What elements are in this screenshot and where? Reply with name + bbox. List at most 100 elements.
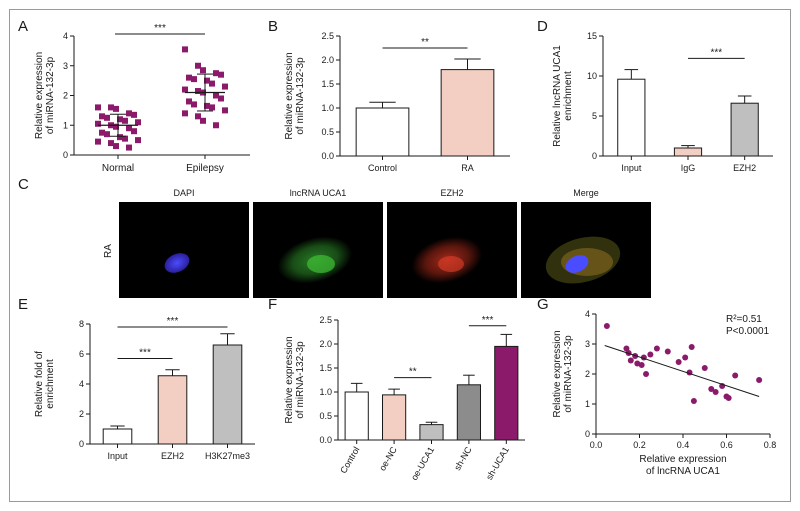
F-y-label: of miRNA-132-3p — [295, 341, 306, 419]
D-y-tick-label: 0 — [592, 151, 597, 161]
G-annotation-r2: R²=0.51 — [726, 314, 762, 325]
G-point — [712, 389, 719, 395]
G-y-tick-label: 2 — [585, 369, 590, 379]
A-point — [195, 113, 201, 120]
micro-title-lncrna: lncRNA UCA1 — [289, 188, 347, 198]
A-point — [113, 143, 119, 150]
B-y-tick-label: 1.5 — [321, 79, 334, 89]
G-y-tick-label: 0 — [585, 429, 590, 439]
A-point — [213, 92, 219, 99]
G-annotation-p: P<0.0001 — [726, 326, 770, 337]
micro-title-merge: Merge — [573, 188, 599, 198]
micro-image-lncrna — [253, 202, 383, 298]
A-point — [126, 110, 132, 117]
G-point — [756, 377, 763, 383]
A-y-label: of miRNA-132-3p — [45, 56, 56, 134]
chart-b-bar: Relative expression of miRNA-132-3p 0.0 0.5… — [284, 31, 510, 173]
E-y-label: enrichment — [45, 359, 56, 409]
G-x-tick-label: 0.6 — [720, 440, 733, 450]
A-point — [95, 120, 101, 127]
A-point — [209, 104, 215, 111]
B-bar — [355, 107, 410, 157]
E-sig-label: *** — [167, 316, 179, 327]
F-x-tick-label: sh-NC — [452, 445, 474, 473]
B-bar — [440, 69, 495, 157]
micro-image-ezh2 — [387, 202, 517, 298]
micro-image-merge — [521, 202, 651, 298]
A-point — [222, 107, 228, 114]
E-bar — [102, 428, 133, 445]
panel-letter-c: C — [18, 176, 29, 193]
G-point — [701, 365, 708, 371]
A-sig-label: *** — [154, 23, 166, 34]
micro-image-dapi — [119, 202, 249, 298]
G-x-tick-label: 0.4 — [677, 440, 690, 450]
D-x-tick-label: Input — [621, 163, 642, 173]
chart-g-scatter: Relative expression of miRNA-132-3p012340… — [552, 309, 776, 475]
G-point — [708, 386, 715, 392]
chart-e-bar: Relative fold of enrichment 0 2 4 6 8 Input EZH2… — [34, 316, 255, 461]
A-point — [182, 86, 188, 93]
G-point — [682, 354, 689, 361]
G-point — [653, 345, 660, 352]
A-point — [213, 122, 219, 129]
F-y-tick-label: 2.0 — [319, 339, 332, 349]
E-y-tick-label: 2 — [79, 409, 84, 419]
A-point — [117, 134, 123, 141]
A-y-tick-label: 2 — [63, 91, 68, 101]
A-point — [195, 88, 201, 95]
A-y-tick-label: 4 — [63, 31, 68, 41]
D-y-tick-label: 15 — [587, 31, 597, 41]
G-x-label: of lncRNA UCA1 — [646, 466, 720, 475]
A-point — [204, 77, 210, 84]
A-point — [209, 80, 215, 87]
G-point — [643, 371, 650, 377]
G-x-label: Relative expression — [639, 454, 726, 465]
F-bar — [456, 384, 481, 441]
E-x-tick-label: EZH2 — [161, 451, 184, 461]
chart-d-bar: Relative lncRNA UCA1 enrichment 0 5 10 15 Inpu… — [552, 31, 773, 173]
microscopy-side-label: RA — [103, 244, 114, 258]
B-y-tick-label: 1.0 — [321, 103, 334, 113]
G-y-tick-label: 1 — [585, 399, 590, 409]
A-x-tick-label: Normal — [102, 163, 134, 174]
G-y-label: Relative expression — [552, 330, 563, 417]
G-point — [647, 351, 654, 358]
D-x-tick-label: IgG — [681, 163, 696, 173]
D-bar — [673, 147, 703, 157]
B-sig-label: ** — [421, 37, 429, 48]
micro-title-ezh2: EZH2 — [440, 188, 464, 198]
A-point — [95, 104, 101, 111]
F-y-tick-label: 0.0 — [319, 435, 332, 445]
A-point — [108, 104, 114, 111]
E-y-tick-label: 6 — [79, 349, 84, 359]
A-point — [135, 137, 141, 144]
E-bar — [157, 375, 188, 445]
A-point — [204, 102, 210, 109]
F-bar — [419, 424, 444, 441]
G-fit-line — [604, 345, 760, 397]
D-y-label: enrichment — [563, 71, 574, 121]
F-x-tick-label: sh-UCA1 — [484, 445, 511, 482]
D-sig-label: *** — [710, 47, 722, 58]
E-sig-label: *** — [139, 348, 151, 359]
D-bar — [730, 102, 759, 157]
A-point — [108, 140, 114, 147]
G-point — [688, 344, 695, 350]
A-y-tick-label: 0 — [63, 150, 68, 160]
B-y-tick-label: 2.0 — [321, 55, 334, 65]
G-point — [690, 398, 697, 404]
F-bar — [382, 394, 407, 441]
A-y-tick-label: 1 — [63, 120, 68, 130]
A-point — [186, 74, 192, 81]
G-point — [675, 359, 682, 365]
G-y-tick-label: 4 — [585, 309, 590, 319]
G-point — [627, 357, 634, 364]
A-point — [126, 144, 132, 151]
F-y-tick-label: 1.5 — [319, 363, 332, 373]
F-sig-label: ** — [409, 367, 417, 378]
B-y-label: of miRNA-132-3p — [295, 57, 306, 135]
F-x-tick-label: oe-UCA1 — [409, 445, 436, 482]
A-point — [122, 135, 128, 142]
E-y-label: Relative fold of — [34, 351, 45, 417]
